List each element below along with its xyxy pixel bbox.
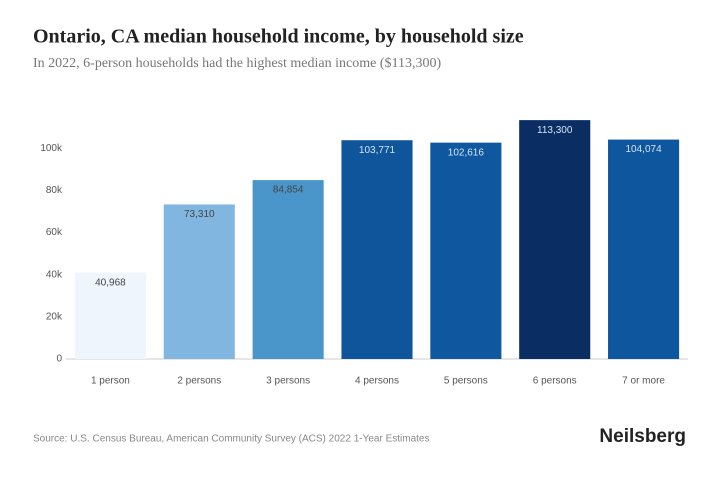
x-tick-label: 4 persons xyxy=(355,376,399,387)
y-tick-label: 40k xyxy=(46,269,63,280)
bar xyxy=(430,142,502,359)
value-label: 113,300 xyxy=(537,125,573,136)
bar xyxy=(608,139,680,359)
x-tick-label: 2 persons xyxy=(177,376,221,387)
bar xyxy=(74,272,146,359)
value-label: 104,074 xyxy=(625,144,662,155)
x-tick-label: 6 persons xyxy=(533,376,577,387)
bar xyxy=(252,180,324,359)
brand: Neilsberg xyxy=(599,426,686,447)
value-label: 102,616 xyxy=(448,147,485,158)
x-tick-label: 1 person xyxy=(91,376,130,387)
y-tick-label: 80k xyxy=(46,185,63,196)
value-label: 40,968 xyxy=(95,277,126,288)
bar xyxy=(519,120,591,360)
y-tick-label: 20k xyxy=(46,311,63,322)
y-tick-label: 60k xyxy=(46,227,63,238)
bar xyxy=(341,140,413,359)
source: Source: U.S. Census Bureau, American Com… xyxy=(33,434,429,445)
value-label: 73,310 xyxy=(184,209,215,220)
y-tick-label: 100k xyxy=(40,143,63,154)
x-tick-label: 5 persons xyxy=(444,376,488,387)
chart-subtitle: In 2022, 6-person households had the hig… xyxy=(33,56,441,71)
value-label: 103,771 xyxy=(359,145,396,156)
bar xyxy=(163,204,235,359)
x-tick-label: 7 or more xyxy=(622,376,665,387)
x-tick-label: 3 persons xyxy=(266,376,310,387)
value-label: 84,854 xyxy=(273,185,304,196)
y-tick-label: 0 xyxy=(56,354,62,365)
chart-title: Ontario, CA median household income, by … xyxy=(33,26,524,48)
